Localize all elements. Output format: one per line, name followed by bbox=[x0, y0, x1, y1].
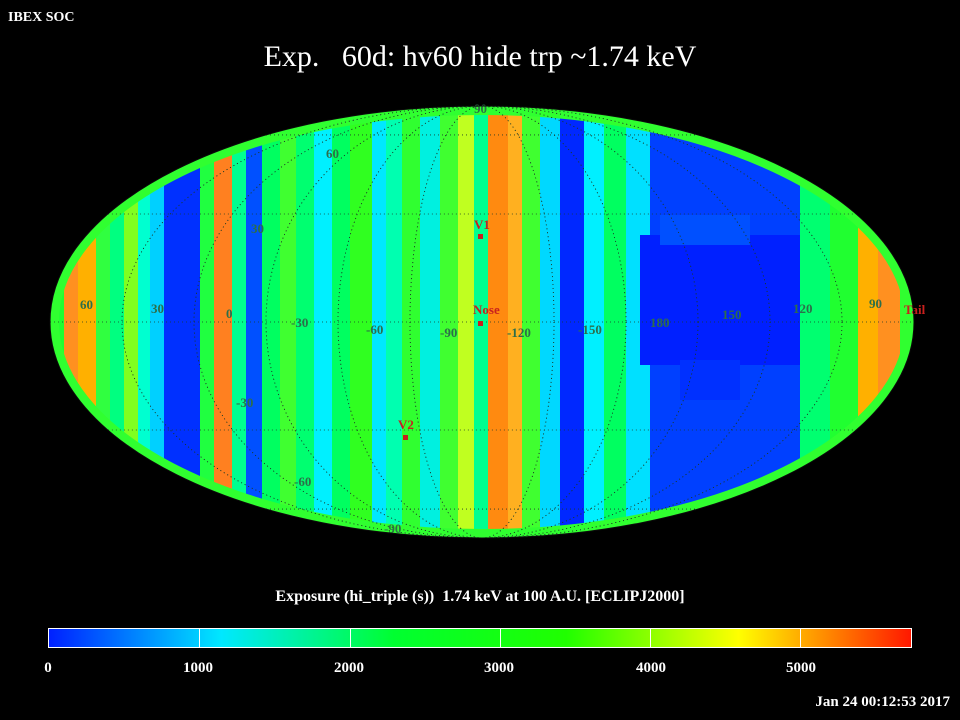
lat-label-neg30: -30 bbox=[236, 395, 253, 410]
marker-label-tail: Tail bbox=[904, 302, 926, 317]
exposure-band bbox=[314, 106, 332, 538]
meridian bbox=[409, 106, 555, 538]
meridian bbox=[193, 106, 771, 538]
exposure-patch bbox=[640, 235, 800, 365]
marker-v1 bbox=[478, 234, 483, 239]
colorbar-tick-0: 0 bbox=[44, 660, 52, 676]
exposure-band bbox=[540, 106, 560, 538]
corner-label: IBEX SOC bbox=[8, 10, 75, 25]
exposure-band bbox=[488, 106, 508, 538]
exposure-band bbox=[332, 106, 350, 538]
timestamp: Jan 24 00:12:53 2017 bbox=[815, 694, 950, 710]
exposure-band bbox=[64, 106, 78, 538]
colorbar-tick-5000: 5000 bbox=[786, 660, 816, 676]
exposure-band bbox=[386, 106, 402, 538]
lat-label-60: 60 bbox=[326, 146, 339, 161]
exposure-patch bbox=[660, 215, 750, 245]
exposure-band bbox=[262, 106, 280, 538]
lon-label-neg150: -150 bbox=[578, 322, 602, 337]
colorbar-tick-4000: 4000 bbox=[636, 660, 666, 676]
marker-v2 bbox=[403, 435, 408, 440]
lon-label-neg120: -120 bbox=[507, 325, 531, 340]
colorbar-divider bbox=[199, 629, 201, 647]
marker-label-v2: V2 bbox=[398, 417, 414, 432]
colorbar-divider bbox=[800, 629, 802, 647]
marker-nose bbox=[478, 321, 483, 326]
marker-label-nose: Nose bbox=[473, 302, 500, 317]
exposure-band bbox=[124, 106, 138, 538]
exposure-band bbox=[110, 106, 124, 538]
exposure-band bbox=[78, 106, 96, 538]
lon-label-30: 30 bbox=[151, 301, 164, 316]
colorbar-tick-1000: 1000 bbox=[183, 660, 213, 676]
exposure-band bbox=[402, 106, 420, 538]
lat-label-neg60: -60 bbox=[294, 474, 311, 489]
lon-label-120: 120 bbox=[793, 301, 813, 316]
colorbar-tick-3000: 3000 bbox=[484, 660, 514, 676]
lon-label-180: 180 bbox=[650, 315, 670, 330]
exposure-band bbox=[878, 106, 900, 538]
exposure-band bbox=[458, 106, 474, 538]
lon-label-0: 0 bbox=[226, 306, 233, 321]
exposure-band bbox=[96, 106, 110, 538]
colorbar bbox=[48, 628, 912, 648]
exposure-band bbox=[350, 106, 372, 538]
lat-label-neg90: -90 bbox=[384, 521, 401, 536]
meridian bbox=[337, 106, 627, 538]
lon-label-neg90: -90 bbox=[440, 325, 457, 340]
exposure-band bbox=[420, 106, 440, 538]
exposure-band bbox=[214, 106, 232, 538]
lon-label-neg60: -60 bbox=[366, 322, 383, 337]
colorbar-tick-2000: 2000 bbox=[334, 660, 364, 676]
lon-label-150: 150 bbox=[722, 307, 742, 322]
lon-label-neg30: -30 bbox=[291, 315, 308, 330]
exposure-band bbox=[560, 106, 584, 538]
exposure-patch bbox=[680, 360, 740, 400]
exposure-band bbox=[232, 106, 246, 538]
colorbar-caption: Exposure (hi_triple (s)) 1.74 keV at 100… bbox=[275, 588, 685, 605]
exposure-band bbox=[150, 106, 164, 538]
colorbar-divider bbox=[650, 629, 652, 647]
exposure-band bbox=[138, 106, 150, 538]
exposure-band bbox=[858, 106, 878, 538]
lat-label-90: 90 bbox=[474, 101, 487, 116]
exposure-band bbox=[604, 106, 626, 538]
lon-label-60: 60 bbox=[80, 297, 93, 312]
exposure-band bbox=[830, 106, 858, 538]
colorbar-divider bbox=[499, 629, 501, 647]
map-title: Exp. 60d: hv60 hide trp ~1.74 keV bbox=[263, 40, 697, 73]
lon-label-90: 90 bbox=[869, 296, 882, 311]
colorbar-divider bbox=[349, 629, 351, 647]
meridian bbox=[265, 106, 699, 538]
map-outline bbox=[49, 105, 915, 539]
meridian bbox=[121, 106, 843, 538]
lat-label-30: 30 bbox=[251, 221, 264, 236]
exposure-band bbox=[246, 106, 262, 538]
marker-label-v1: V1 bbox=[474, 217, 490, 232]
exposure-band bbox=[800, 106, 830, 538]
